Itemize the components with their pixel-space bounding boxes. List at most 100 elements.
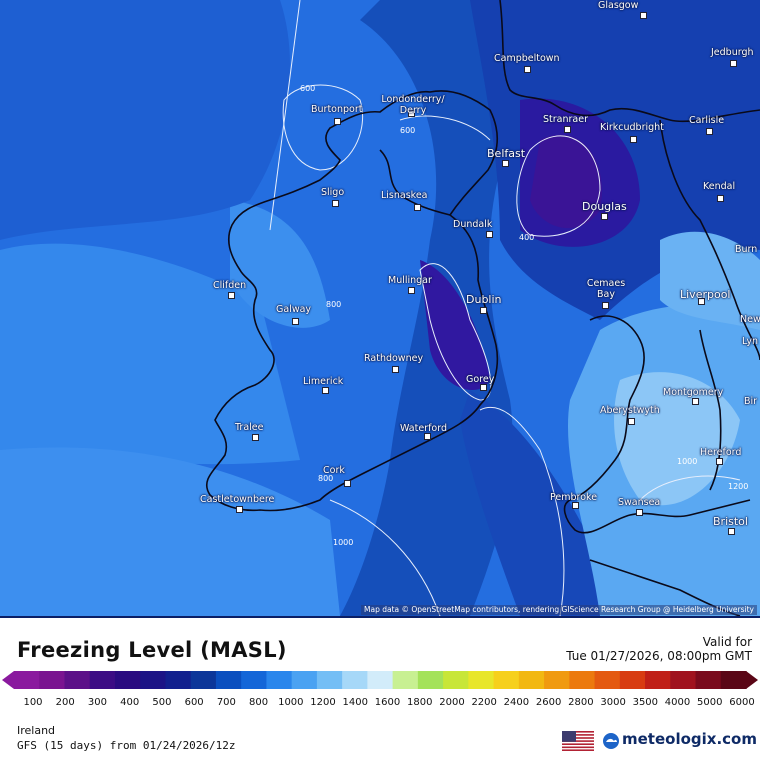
scale-swatch — [569, 671, 596, 689]
city-label: Dublin — [466, 293, 502, 306]
city-label: Kirkcudbright — [600, 122, 664, 133]
city-label: Belfast — [487, 147, 526, 160]
scale-swatch — [417, 671, 444, 689]
city-marker — [334, 118, 341, 125]
scale-arrow-right — [746, 671, 758, 689]
city-label: Liverpool — [680, 288, 731, 301]
city-marker — [480, 384, 487, 391]
city-label: Montgomery — [663, 387, 724, 398]
scale-swatch — [165, 671, 192, 689]
city-label: Rathdowney — [364, 353, 424, 364]
scale-tick-label: 4000 — [664, 697, 691, 708]
city-marker — [524, 66, 531, 73]
city-label: Glasgow — [598, 0, 639, 11]
brand-name[interactable]: meteologix.com — [622, 730, 757, 748]
city-marker — [392, 366, 399, 373]
field-lancashire-light — [660, 231, 760, 330]
scale-swatch — [392, 671, 419, 689]
freezing-level-map[interactable]: Glasgow Jedburgh Campbeltown Londonderry… — [0, 0, 760, 616]
city-label: Galway — [276, 304, 312, 315]
city-label: Cemaes Bay — [586, 278, 626, 300]
scale-tick-label: 3000 — [600, 697, 626, 708]
map-divider — [0, 616, 760, 618]
scale-tick-label: 1400 — [342, 697, 368, 708]
city-marker — [408, 110, 415, 117]
city-marker — [414, 204, 421, 211]
contour-label: 800 — [318, 474, 334, 483]
field-wales-lightest — [614, 372, 740, 506]
city-marker — [706, 128, 713, 135]
city-label: Newc — [740, 314, 760, 325]
scale-tick-label: 600 — [184, 697, 204, 708]
scale-tick-label: 500 — [152, 697, 172, 708]
city-label: Clifden — [213, 280, 247, 291]
meteologix-logo-icon — [603, 733, 619, 749]
scale-tick-label: 6000 — [729, 697, 755, 708]
scale-swatch — [619, 671, 646, 689]
city-label: Bir — [744, 396, 758, 407]
city-label: Gorey — [466, 374, 495, 385]
city-marker — [408, 287, 415, 294]
scale-swatch — [645, 671, 671, 689]
region-label: Ireland — [17, 724, 56, 737]
city-label: Aberystwyth — [600, 405, 660, 416]
city-marker — [228, 292, 235, 299]
city-label: Waterford — [400, 423, 448, 434]
city-label: Dundalk — [453, 219, 493, 230]
scale-tick-label: 800 — [249, 697, 269, 708]
scale-swatch — [518, 671, 545, 689]
city-label: Bristol — [713, 515, 748, 528]
city-label: Sligo — [321, 187, 345, 198]
city-marker — [636, 509, 643, 516]
scale-swatch — [266, 671, 293, 689]
field-connacht-light — [230, 200, 330, 328]
scale-swatch — [468, 671, 495, 689]
contour-label: 600 — [300, 84, 316, 93]
city-label: Stranraer — [543, 114, 588, 125]
scale-arrow-left — [2, 671, 14, 689]
scale-swatch — [367, 671, 394, 689]
scale-tick-label: 2400 — [503, 697, 530, 708]
city-marker — [628, 418, 635, 425]
city-label: Kendal — [703, 181, 736, 192]
color-scale-bar — [2, 671, 758, 689]
city-label: Carlisle — [689, 115, 725, 126]
scale-tick-label: 1200 — [310, 697, 336, 708]
city-marker — [698, 298, 705, 305]
scale-swatch — [594, 671, 621, 689]
valid-label: Valid for — [702, 635, 752, 649]
city-label: Mullingar — [388, 275, 432, 286]
contour-label: 600 — [400, 126, 416, 135]
scale-tick-label: 2800 — [568, 697, 594, 708]
scale-tick-label: 3500 — [632, 697, 659, 708]
scale-tick-label: 5000 — [697, 697, 723, 708]
field-southwest-light — [0, 447, 340, 616]
scale-tick-label: 300 — [87, 697, 107, 708]
city-marker — [322, 387, 329, 394]
scale-tick-label: 200 — [55, 697, 75, 708]
scale-swatch — [64, 671, 91, 689]
city-label: Swansea — [618, 497, 661, 508]
city-label: Burtonport — [311, 104, 363, 115]
scale-swatch — [291, 671, 318, 689]
field-irish-sea-core — [530, 134, 602, 229]
city-marker — [730, 60, 737, 67]
scale-swatch — [39, 671, 66, 689]
contour-label: 1000 — [333, 538, 354, 547]
scale-tick-label: 700 — [216, 697, 236, 708]
scale-swatch — [140, 671, 167, 689]
contour-lines — [269, 0, 741, 616]
city-marker — [480, 307, 487, 314]
scale-tick-label: 2200 — [471, 697, 497, 708]
scale-tick-label: 1000 — [278, 697, 304, 708]
us-flag-icon[interactable] — [562, 731, 594, 751]
scale-swatch — [670, 671, 697, 689]
city-marker — [424, 433, 431, 440]
map-attribution: Map data © OpenStreetMap contributors, r… — [361, 605, 757, 615]
city-label: Pembroke — [550, 492, 598, 503]
scale-swatch — [190, 671, 217, 689]
contour-label: 800 — [326, 300, 342, 309]
city-label: Jedburgh — [711, 47, 754, 58]
city-label: Douglas — [582, 200, 627, 213]
city-label: Castletownbere — [200, 494, 275, 505]
